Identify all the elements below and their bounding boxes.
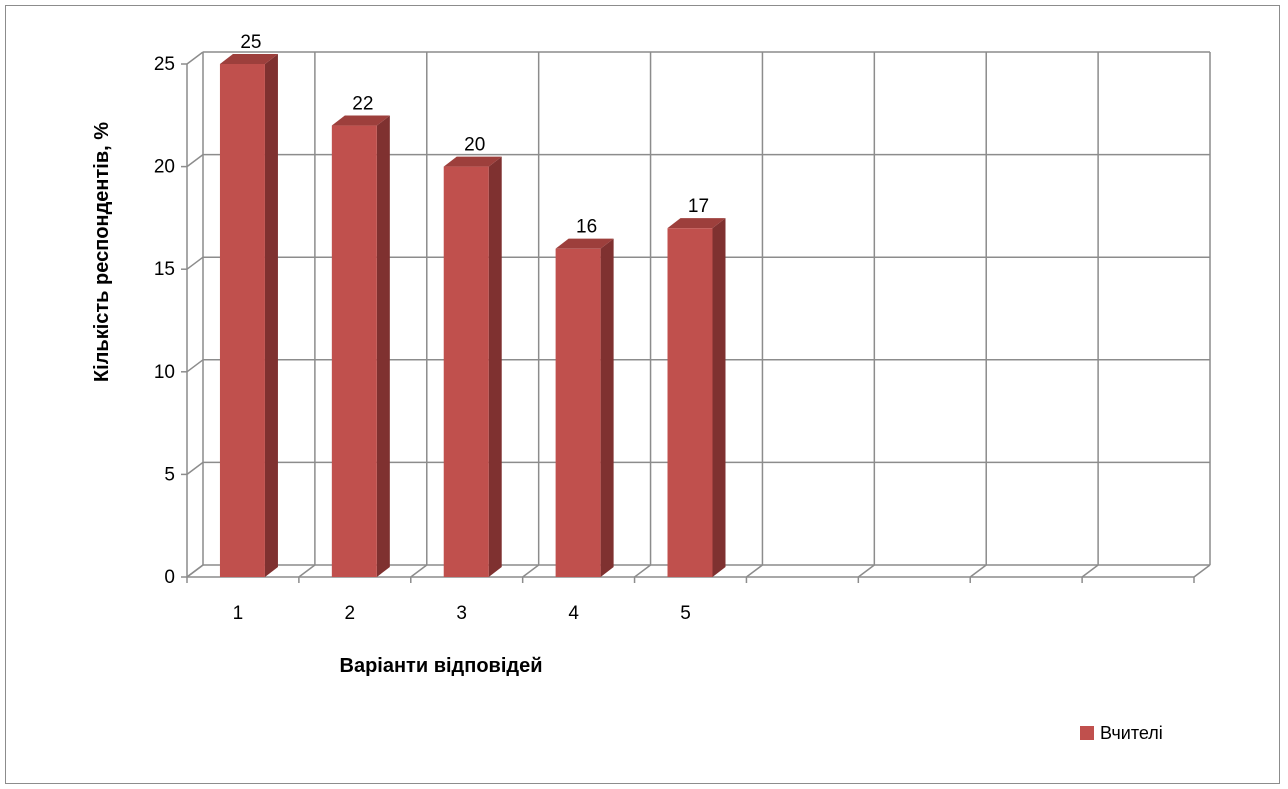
x-tick-label: 5 [680, 603, 691, 624]
data-label: 22 [352, 94, 373, 115]
bar-top [219, 54, 278, 64]
gridline-side [186, 256, 204, 270]
gridline-side [186, 154, 204, 168]
bar-side [488, 156, 502, 577]
floor-gridline [522, 564, 540, 578]
floor-gridline [1081, 564, 1099, 578]
data-label: 25 [240, 32, 261, 53]
floor-gridline [186, 564, 204, 578]
bar [443, 166, 489, 577]
y-tick-label: 25 [154, 54, 175, 75]
bar-side [600, 238, 614, 577]
bar-side [376, 115, 390, 577]
bar-top [555, 238, 614, 249]
bar [667, 228, 713, 577]
legend-label: Вчителі [1100, 723, 1163, 743]
bar-top [667, 218, 726, 229]
chart-frame [5, 5, 1280, 784]
x-tick-label: 2 [345, 603, 356, 624]
x-tick-label: 4 [568, 603, 579, 624]
floor-gridline [410, 564, 428, 578]
floor-gridline [745, 564, 763, 578]
bar-top [331, 115, 390, 126]
floor-gridline [634, 564, 652, 578]
data-label: 17 [688, 196, 709, 217]
data-label: 20 [464, 135, 485, 156]
floor-gridline [857, 564, 875, 578]
bar [331, 125, 377, 577]
gridline-side [186, 51, 204, 65]
gridline-side [186, 359, 204, 373]
bar-side [264, 54, 278, 577]
floor-gridline [1193, 564, 1211, 578]
data-label: 16 [576, 217, 597, 238]
y-tick-label: 10 [154, 362, 175, 383]
legend: Вчителі [1080, 723, 1163, 743]
floor-gridline [969, 564, 987, 578]
bar [219, 64, 265, 577]
y-tick-label: 15 [154, 259, 175, 280]
bar [555, 248, 601, 577]
bar-side [712, 218, 726, 577]
y-tick-label: 20 [154, 157, 175, 178]
floor-gridline [298, 564, 316, 578]
y-tick-label: 5 [164, 464, 175, 485]
y-tick-label: 0 [164, 567, 175, 588]
labels-layer: 0 5 10 15 20 25 1 2 3 4 5 25 22 20 16 17 [154, 32, 709, 624]
y-axis-title: Кількість респондентів, % [91, 122, 113, 382]
bar-top [443, 156, 502, 167]
x-tick-label: 1 [233, 603, 244, 624]
legend-swatch [1080, 726, 1094, 740]
x-tick-label: 3 [456, 603, 467, 624]
gridline-side [186, 461, 204, 475]
bars-layer [219, 54, 726, 577]
x-axis-title: Варіанти відповідей [340, 655, 543, 677]
